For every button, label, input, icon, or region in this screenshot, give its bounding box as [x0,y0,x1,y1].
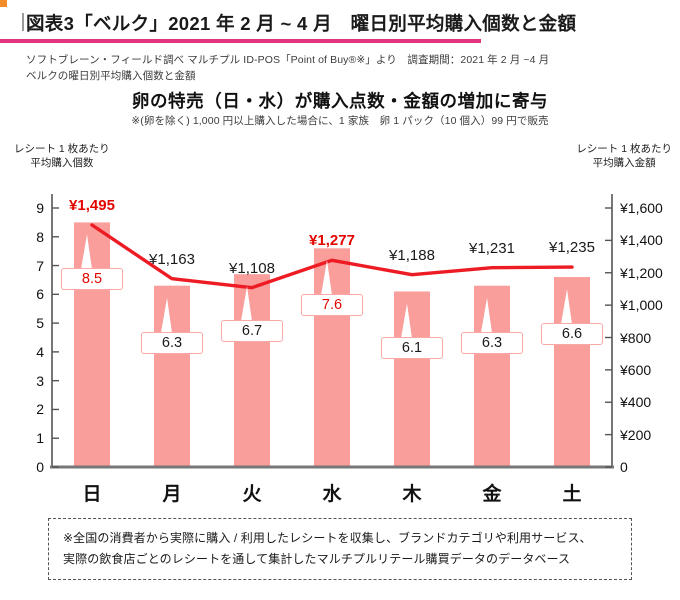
edge-tick-mark [22,13,24,31]
footnote-line-2: 実際の飲食店ごとのレシートを通して集計したマルチプルリテール購買データのデータベ… [63,552,571,566]
y-axis-tick-right: 0 [620,459,628,475]
chart-plot-area: 9 8 7 6 5 4 3 2 1 0 ¥1,600 ¥1,400 ¥1,200 ¥1,000 ¥800 ¥6… [0,170,680,510]
bar-火 [234,274,270,467]
chart-heading: 卵の特売（日・水）が購入点数・金額の増加に寄与 [131,91,549,111]
y-axis-tick-right: ¥1,400 [620,232,663,249]
line-value-label-日: ¥1,495 [69,196,115,214]
page-title: 図表3「ベルク」2021 年 2 月 ~ 4 月 曜日別平均購入個数と金額 [26,13,577,34]
y-axis-tick-left: 1 [36,430,44,447]
footnote-line-1: ※全国の消費者から実際に購入 / 利用したレシートを収集し、ブランドカテゴリや利… [63,531,592,545]
y-axis-tick-left: 2 [36,401,44,418]
line-value-label-水: ¥1,277 [309,232,355,250]
line-value-label-土: ¥1,235 [549,239,595,257]
bar-value-label-火: 6.7 [221,320,283,343]
x-axis-label-金: 金 [482,484,502,505]
right-axis-caption-line1: レシート 1 枚あたり [576,143,672,155]
line-value-label-月: ¥1,163 [149,250,195,268]
y-axis-tick-right: ¥1,200 [620,264,663,281]
bar-value-label-日: 8.5 [61,268,123,291]
chart-svg [50,194,614,469]
bar-木 [394,291,430,467]
line-value-label-火: ¥1,108 [229,259,275,277]
left-axis-caption: レシート 1 枚あたり 平均購入個数 [14,142,110,170]
bar-金 [474,285,510,467]
callout-tail [561,289,572,325]
y-axis-tick-right: ¥400 [620,394,652,411]
y-axis-tick-right: ¥800 [620,329,652,346]
x-axis-label-月: 月 [162,484,182,505]
callout-tail [401,303,412,339]
y-axis-tick-left: 9 [36,200,44,216]
bar-value-label-月: 6.3 [141,331,203,354]
callout-tail [321,260,332,296]
y-axis-tick-left: 5 [36,315,44,332]
y-axis-tick-right: ¥600 [620,361,652,378]
y-axis-tick-right: ¥1,600 [620,200,663,216]
callout-tail [241,286,252,322]
callout-tail [161,297,172,333]
y-axis-tick-right: ¥200 [620,426,652,443]
line-series-amount [90,223,574,290]
callout-tail [81,234,92,270]
x-axis-label-土: 土 [562,484,582,505]
y-axis-tick-left: 8 [36,228,44,245]
y-axis-tick-left: 3 [36,372,44,389]
bar-日 [74,222,110,467]
bar-水 [314,248,350,467]
y-axis-tick-left: 0 [36,459,44,475]
bar-月 [154,285,190,467]
right-axis-caption: レシート 1 枚あたり 平均購入金額 [576,142,672,170]
bar-土 [554,277,590,467]
source-note-line-1: ソフトブレーン・フィールド調べ マルチプル ID-POS「Point of Bu… [26,54,550,66]
bar-value-label-金: 6.3 [461,331,523,354]
left-axis-caption-line2: 平均購入個数 [30,157,94,169]
x-axis-label-火: 火 [242,484,262,505]
bar-value-label-土: 6.6 [541,323,603,346]
y-axis-tick-right: ¥1,000 [620,297,663,314]
right-axis-caption-line2: 平均購入金額 [592,157,656,169]
corner-accent-mark [0,0,7,7]
y-axis-tick-left: 7 [36,257,44,274]
bar-value-label-木: 6.1 [381,337,443,360]
left-axis-caption-line1: レシート 1 枚あたり [14,143,110,155]
y-axis-tick-left: 4 [36,343,44,360]
chart-subnote: ※(卵を除く) 1,000 円以上購入した場合に、1 家族 卵 1 パック（10… [131,115,549,127]
x-axis-label-木: 木 [402,484,422,505]
callout-tail [481,297,492,333]
bar-value-label-水: 7.6 [301,294,363,317]
title-underline-rule [0,39,481,43]
source-note-line-2: ベルクの曜日別平均購入個数と金額 [26,70,196,82]
x-axis-label-日: 日 [82,484,102,505]
x-axis-label-水: 水 [322,484,342,505]
line-value-label-木: ¥1,188 [389,246,435,264]
footnote-box: ※全国の消費者から実際に購入 / 利用したレシートを収集し、ブランドカテゴリや利… [48,518,632,580]
y-axis-tick-left: 6 [36,286,44,303]
line-value-label-金: ¥1,231 [469,239,515,257]
